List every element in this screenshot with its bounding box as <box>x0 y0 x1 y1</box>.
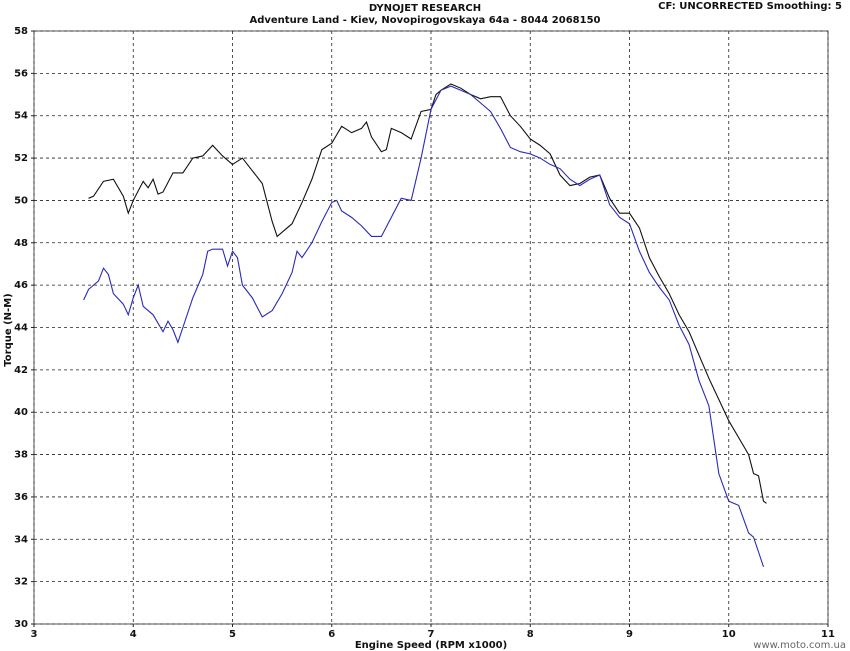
y-tick-label: 42 <box>14 365 28 376</box>
y-tick-label: 44 <box>14 323 28 334</box>
header-note: CF: UNCORRECTED Smoothing: 5 <box>658 1 842 12</box>
watermark: www.moto.com.ua <box>753 640 846 651</box>
x-tick-label: 10 <box>722 629 736 640</box>
y-tick-label: 32 <box>14 577 28 588</box>
y-tick-label: 46 <box>14 280 28 291</box>
chart-subtitle: Adventure Land - Kiev, Novopirogovskaya … <box>249 15 600 26</box>
y-tick-label: 48 <box>14 238 28 249</box>
x-tick-label: 8 <box>527 629 534 640</box>
torque-line <box>83 85 765 567</box>
x-tick-label: 5 <box>229 629 236 640</box>
y-tick-label: 50 <box>14 195 28 206</box>
y-tick-label: 36 <box>14 492 28 503</box>
x-tick-label: 4 <box>130 629 137 640</box>
x-tick-label: 11 <box>821 629 835 640</box>
y-tick-label: 54 <box>14 111 28 122</box>
torque-line <box>88 83 767 504</box>
chart-title: DYNOJET RESEARCH <box>369 3 481 14</box>
x-tick-label: 6 <box>328 629 335 640</box>
y-tick-label: 40 <box>14 407 28 418</box>
y-axis-label: Torque (N-M) <box>3 293 14 366</box>
x-tick-label: 7 <box>428 629 435 640</box>
y-tick-label: 30 <box>14 619 28 630</box>
y-tick-label: 58 <box>14 26 28 37</box>
y-tick-label: 52 <box>14 153 28 164</box>
x-tick-label: 9 <box>626 629 633 640</box>
y-tick-label: 38 <box>14 450 28 461</box>
y-tick-label: 34 <box>14 534 28 545</box>
x-axis-label: Engine Speed (RPM x1000) <box>355 640 507 651</box>
y-tick-label: 56 <box>14 68 28 79</box>
x-tick-label: 3 <box>31 629 38 640</box>
